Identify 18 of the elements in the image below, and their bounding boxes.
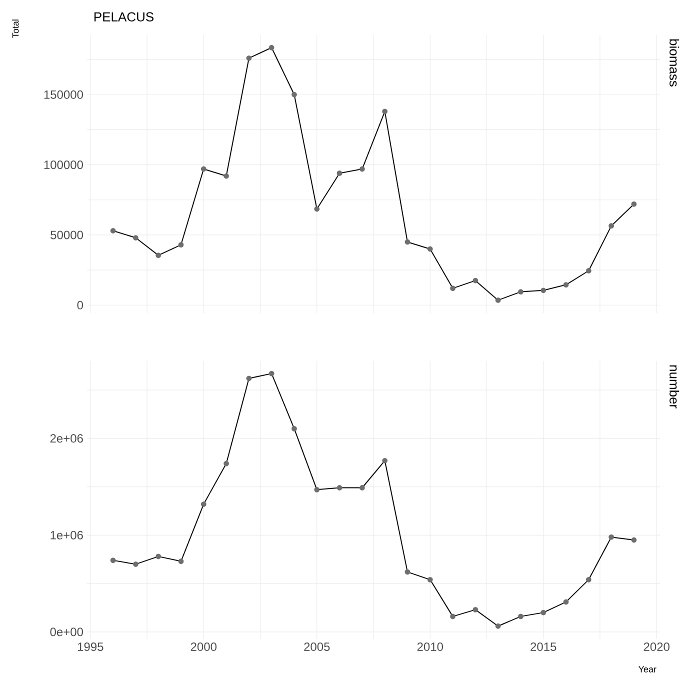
x-tick-label: 2005 (304, 642, 330, 652)
x-tick-label: 2010 (417, 642, 443, 652)
text: number (670, 365, 680, 408)
text: biomass (670, 39, 680, 86)
y-tick-label: 2e+06 (50, 434, 83, 443)
x-tick-label: 2000 (190, 642, 217, 652)
y-tick-label: 0e+00 (50, 628, 84, 636)
x-axis-title: Year (638, 666, 656, 672)
y-tick-label: 100000 (44, 160, 83, 170)
y-tick-label: 1e+06 (50, 530, 83, 540)
y-tick-label: 150000 (44, 90, 83, 99)
y-axis-title: Total (12, 20, 19, 38)
x-tick-label: 1995 (78, 642, 104, 652)
chart-title: PELACUS (94, 12, 154, 22)
y-tick-label: 0 (77, 300, 84, 310)
x-tick-label: 2015 (530, 642, 556, 652)
x-tick-label: 2020 (644, 642, 670, 652)
y-tick-label: 50000 (50, 230, 83, 240)
